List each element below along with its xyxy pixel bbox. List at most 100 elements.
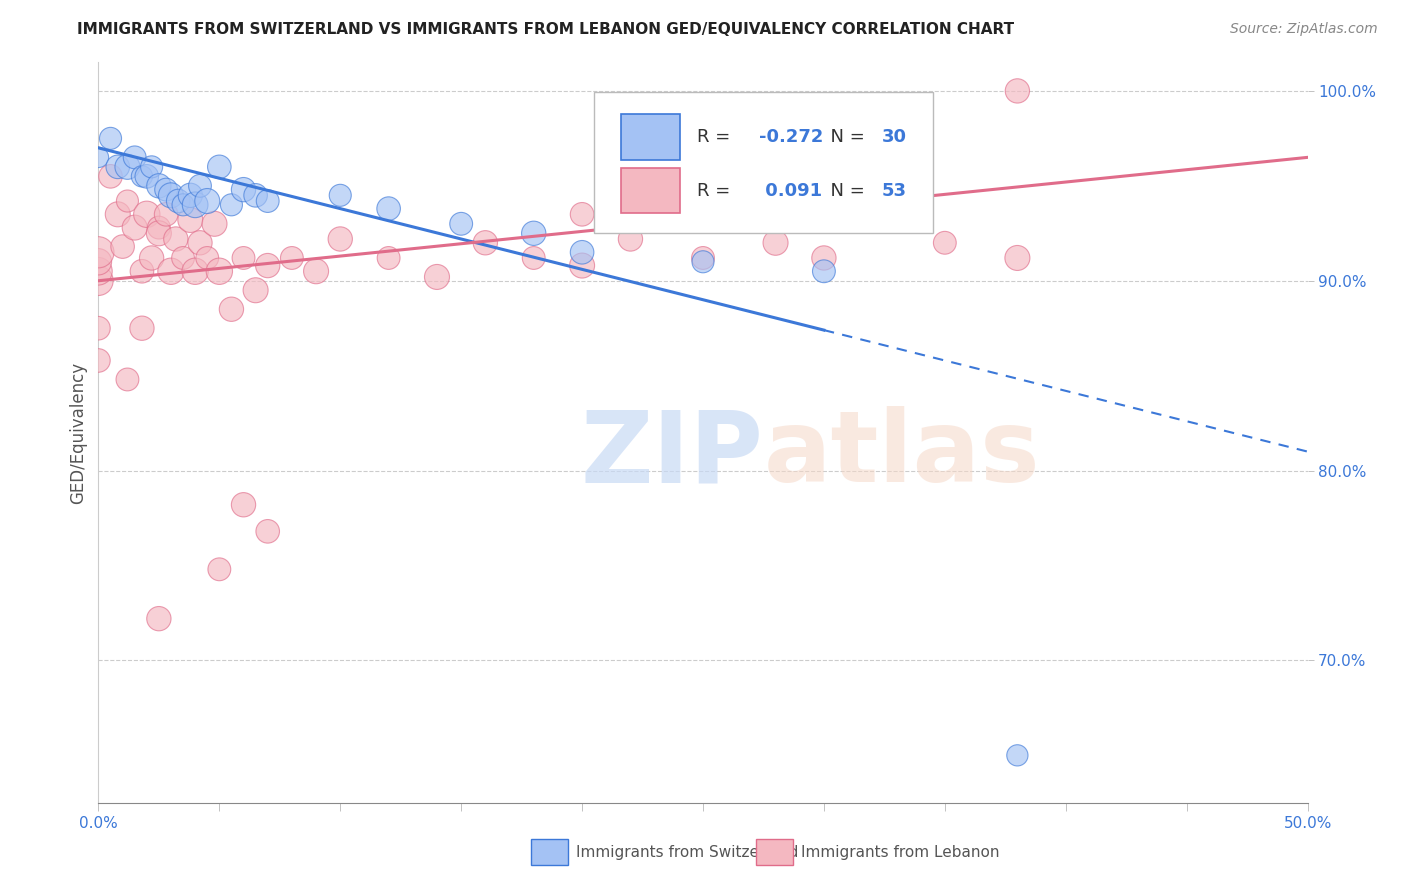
Point bbox=[87, 150, 110, 164]
Point bbox=[208, 562, 231, 576]
Point bbox=[141, 160, 163, 174]
Text: Immigrants from Lebanon: Immigrants from Lebanon bbox=[801, 846, 1000, 860]
Point bbox=[377, 202, 399, 216]
Point bbox=[165, 232, 187, 246]
Point bbox=[765, 235, 787, 250]
Point bbox=[148, 178, 170, 193]
Point bbox=[131, 321, 153, 335]
Point bbox=[100, 169, 122, 184]
Point bbox=[184, 264, 207, 278]
Point bbox=[571, 245, 593, 260]
Text: 53: 53 bbox=[882, 182, 907, 200]
Text: R =: R = bbox=[697, 182, 735, 200]
Point bbox=[1007, 251, 1029, 265]
Point bbox=[232, 251, 254, 265]
Point bbox=[155, 207, 177, 221]
Point bbox=[179, 188, 201, 202]
Point bbox=[160, 264, 183, 278]
Point bbox=[813, 264, 835, 278]
Point bbox=[87, 321, 110, 335]
Point bbox=[167, 194, 190, 208]
Point bbox=[107, 207, 129, 221]
Point bbox=[329, 232, 352, 246]
Point bbox=[160, 188, 183, 202]
Point bbox=[141, 251, 163, 265]
Point bbox=[87, 254, 110, 268]
Text: IMMIGRANTS FROM SWITZERLAND VS IMMIGRANTS FROM LEBANON GED/EQUIVALENCY CORRELATI: IMMIGRANTS FROM SWITZERLAND VS IMMIGRANT… bbox=[77, 22, 1015, 37]
Point bbox=[188, 235, 211, 250]
Point bbox=[188, 178, 211, 193]
FancyBboxPatch shape bbox=[621, 168, 681, 213]
Point bbox=[155, 183, 177, 197]
Point bbox=[377, 251, 399, 265]
Point bbox=[245, 188, 267, 202]
Point bbox=[221, 302, 243, 317]
Point bbox=[813, 207, 835, 221]
Point bbox=[87, 353, 110, 368]
Point bbox=[1007, 84, 1029, 98]
Text: ZIP: ZIP bbox=[581, 407, 763, 503]
Text: N =: N = bbox=[820, 182, 870, 200]
Text: N =: N = bbox=[820, 128, 870, 146]
Point bbox=[813, 251, 835, 265]
Point bbox=[117, 160, 139, 174]
Point bbox=[204, 217, 226, 231]
Point bbox=[208, 264, 231, 278]
Point bbox=[131, 264, 153, 278]
Point bbox=[148, 220, 170, 235]
FancyBboxPatch shape bbox=[595, 92, 932, 233]
Point bbox=[619, 232, 641, 246]
Text: 30: 30 bbox=[882, 128, 907, 146]
Y-axis label: GED/Equivalency: GED/Equivalency bbox=[69, 361, 87, 504]
Point bbox=[148, 227, 170, 241]
Text: -0.272: -0.272 bbox=[759, 128, 823, 146]
Point bbox=[692, 254, 714, 268]
Text: atlas: atlas bbox=[763, 407, 1040, 503]
Point bbox=[107, 160, 129, 174]
Point bbox=[232, 498, 254, 512]
Point bbox=[692, 251, 714, 265]
Point bbox=[100, 131, 122, 145]
Point bbox=[523, 251, 546, 265]
Point bbox=[135, 207, 157, 221]
Point bbox=[179, 213, 201, 227]
Point bbox=[117, 194, 139, 208]
Point bbox=[124, 220, 146, 235]
Point bbox=[135, 169, 157, 184]
Point bbox=[256, 524, 278, 539]
Text: 0.091: 0.091 bbox=[759, 182, 821, 200]
Point bbox=[117, 372, 139, 386]
Point bbox=[426, 269, 449, 284]
Point bbox=[571, 259, 593, 273]
Point bbox=[474, 235, 496, 250]
Point bbox=[111, 239, 134, 253]
Point bbox=[221, 198, 243, 212]
Point bbox=[195, 194, 218, 208]
Point bbox=[571, 207, 593, 221]
Point bbox=[245, 283, 267, 297]
Point bbox=[87, 274, 110, 288]
Text: R =: R = bbox=[697, 128, 735, 146]
Point bbox=[329, 188, 352, 202]
Point bbox=[232, 183, 254, 197]
Point bbox=[281, 251, 304, 265]
Point bbox=[87, 245, 110, 260]
Point bbox=[184, 198, 207, 212]
Point bbox=[450, 217, 472, 231]
Point bbox=[172, 198, 194, 212]
Point bbox=[172, 251, 194, 265]
Point bbox=[256, 194, 278, 208]
Point bbox=[523, 227, 546, 241]
Point bbox=[124, 150, 146, 164]
FancyBboxPatch shape bbox=[621, 114, 681, 161]
Point bbox=[934, 235, 956, 250]
Point bbox=[305, 264, 328, 278]
Point bbox=[1007, 748, 1029, 763]
Point bbox=[87, 264, 110, 278]
Point bbox=[208, 160, 231, 174]
Point bbox=[148, 612, 170, 626]
Point bbox=[256, 259, 278, 273]
Text: Source: ZipAtlas.com: Source: ZipAtlas.com bbox=[1230, 22, 1378, 37]
Text: Immigrants from Switzerland: Immigrants from Switzerland bbox=[576, 846, 799, 860]
Point bbox=[131, 169, 153, 184]
